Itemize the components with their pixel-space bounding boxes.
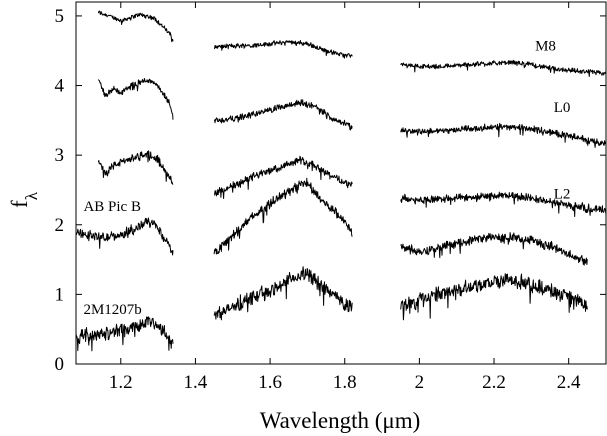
series-label: AB Pic B <box>83 199 141 215</box>
plot-border <box>75 1 607 365</box>
spectrum-segment <box>400 191 607 217</box>
x-tick-label: 1.4 <box>184 372 208 393</box>
x-tick-label: 2.4 <box>557 372 581 393</box>
svg-text:fλ: fλ <box>7 191 41 208</box>
spectrum-segment <box>97 78 174 120</box>
series-2m1207b <box>75 266 588 352</box>
y-tick-label: 2 <box>55 215 65 236</box>
spectrum-segment <box>400 273 588 321</box>
spectrum-segment <box>97 10 174 43</box>
y-axis-title-main: f <box>7 200 32 208</box>
spectrum-segment <box>400 122 607 148</box>
ticks-layer: 1.2 1.4 1.6 1.8 2 2.2 2.4 0 1 2 3 4 5 <box>55 2 606 393</box>
spectrum-segment <box>75 316 174 352</box>
x-tick-label: 1.8 <box>333 372 357 393</box>
series-label: 2M1207b <box>83 302 141 318</box>
x-tick-label: 2 <box>415 372 425 393</box>
spectrum-segment <box>214 155 353 199</box>
series-label: L0 <box>554 100 571 116</box>
plot-frame <box>75 1 607 365</box>
x-tick-label: 2.2 <box>482 372 506 393</box>
series-ab-pic-b <box>75 177 588 266</box>
spectrum-segment <box>213 266 353 321</box>
spectrum-segment <box>213 99 353 131</box>
series-labels-layer: M8 L0 L2 AB Pic B 2M1207b <box>83 39 570 318</box>
spectrum-segment <box>214 40 353 59</box>
series-l0 <box>97 78 607 148</box>
y-axis-title-sub: λ <box>22 191 41 200</box>
spectrum-segment <box>75 217 174 256</box>
y-tick-label: 3 <box>55 145 65 166</box>
spectrum-segment <box>213 177 353 255</box>
spectrum-segment <box>400 59 607 77</box>
spectrum-segment <box>97 150 174 185</box>
y-tick-label: 1 <box>55 284 65 305</box>
spectra-layer <box>75 10 607 352</box>
series-m8 <box>97 10 607 77</box>
series-l2 <box>97 150 607 217</box>
x-axis-title: Wavelength (μm) <box>260 408 421 433</box>
series-label: M8 <box>535 39 556 55</box>
series-label: L2 <box>554 186 571 202</box>
y-axis-title: fλ <box>7 191 41 208</box>
y-tick-label: 0 <box>55 354 65 375</box>
y-tick-label: 5 <box>55 6 65 27</box>
x-tick-label: 1.6 <box>258 372 282 393</box>
x-tick-label: 1.2 <box>109 372 133 393</box>
y-tick-label: 4 <box>55 76 65 97</box>
spectrum-segment <box>400 232 588 266</box>
